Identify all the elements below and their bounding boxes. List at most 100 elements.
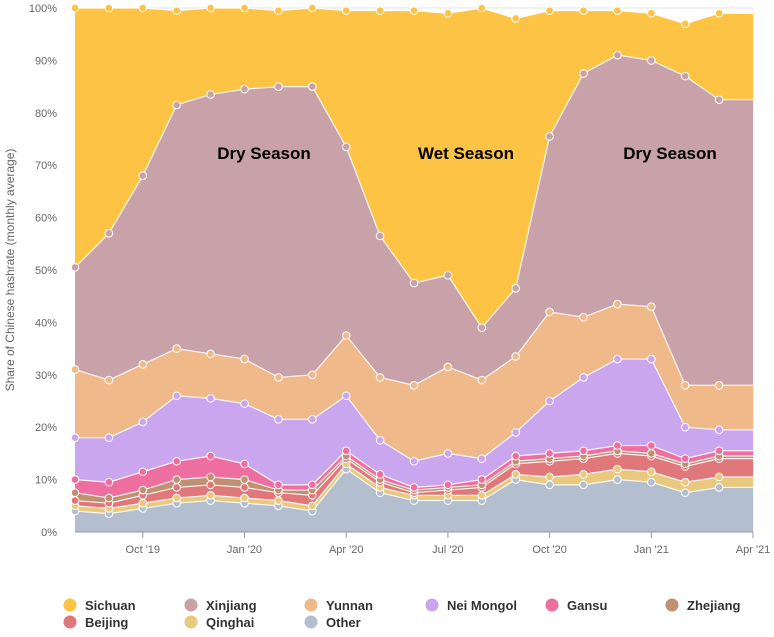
marker-other[interactable] [579,480,588,490]
marker-sichuan[interactable] [545,6,554,15]
marker-nei-mongol[interactable] [409,456,419,466]
marker-xinjiang[interactable] [138,171,148,180]
marker-other[interactable] [714,483,724,492]
marker-gansu[interactable] [206,451,215,461]
marker-sichuan[interactable] [409,6,419,15]
marker-xinjiang[interactable] [443,270,453,280]
marker-sichuan[interactable] [579,6,588,15]
marker-nei-mongol[interactable] [545,396,554,406]
marker-yunnan[interactable] [341,331,351,340]
marker-sichuan[interactable] [138,3,148,13]
legend-label-xinjiang[interactable]: Xinjiang [206,598,257,613]
marker-yunnan[interactable] [477,375,487,385]
marker-yunnan[interactable] [70,365,80,374]
marker-nei-mongol[interactable] [511,428,521,437]
legend-label-gansu[interactable]: Gansu [567,598,608,613]
marker-gansu[interactable] [680,454,690,463]
marker-gansu[interactable] [308,480,317,490]
marker-xinjiang[interactable] [274,82,283,91]
marker-beijing[interactable] [70,496,80,505]
marker-qinghai[interactable] [613,464,622,474]
marker-gansu[interactable] [511,451,521,461]
marker-nei-mongol[interactable] [579,373,588,382]
marker-sichuan[interactable] [240,3,249,13]
marker-sichuan[interactable] [647,8,656,18]
marker-sichuan[interactable] [206,3,215,13]
marker-xinjiang[interactable] [579,69,588,78]
marker-gansu[interactable] [341,446,351,456]
marker-gansu[interactable] [409,483,419,492]
marker-qinghai[interactable] [274,496,283,505]
marker-gansu[interactable] [70,475,80,484]
marker-yunnan[interactable] [579,312,588,322]
legend-label-other[interactable]: Other [326,615,361,630]
marker-gansu[interactable] [545,449,554,458]
marker-yunnan[interactable] [375,373,385,382]
marker-xinjiang[interactable] [545,132,554,141]
marker-qinghai[interactable] [206,491,215,500]
marker-gansu[interactable] [104,477,114,487]
marker-nei-mongol[interactable] [375,436,385,445]
marker-xinjiang[interactable] [375,231,385,241]
marker-gansu[interactable] [579,446,588,456]
marker-other[interactable] [545,480,554,490]
marker-qinghai[interactable] [714,472,724,482]
marker-yunnan[interactable] [511,352,521,361]
marker-qinghai[interactable] [138,498,148,508]
marker-nei-mongol[interactable] [274,415,283,424]
marker-yunnan[interactable] [240,354,249,364]
marker-yunnan[interactable] [613,299,622,309]
marker-sichuan[interactable] [274,6,283,15]
marker-nei-mongol[interactable] [477,454,487,463]
marker-sichuan[interactable] [70,3,80,13]
marker-yunnan[interactable] [138,360,148,369]
marker-zhejiang[interactable] [240,475,249,484]
marker-zhejiang[interactable] [647,449,656,458]
marker-qinghai[interactable] [240,493,249,503]
marker-sichuan[interactable] [375,6,385,15]
legend-label-beijing[interactable]: Beijing [85,615,128,630]
marker-nei-mongol[interactable] [443,449,453,458]
marker-nei-mongol[interactable] [308,415,317,424]
marker-qinghai[interactable] [545,472,554,482]
marker-gansu[interactable] [647,441,656,450]
marker-nei-mongol[interactable] [206,394,215,403]
marker-gansu[interactable] [613,441,622,450]
marker-gansu[interactable] [138,467,148,477]
marker-yunnan[interactable] [647,302,656,311]
marker-yunnan[interactable] [545,307,554,317]
marker-yunnan[interactable] [206,349,215,359]
marker-yunnan[interactable] [443,362,453,372]
marker-xinjiang[interactable] [680,71,690,81]
marker-gansu[interactable] [443,480,453,490]
marker-nei-mongol[interactable] [70,433,80,442]
marker-yunnan[interactable] [308,370,317,380]
marker-qinghai[interactable] [477,491,487,500]
marker-zhejiang[interactable] [70,488,80,498]
legend-label-zhejiang[interactable]: Zhejiang [687,598,741,613]
legend-label-nei-mongol[interactable]: Nei Mongol [447,598,517,613]
marker-qinghai[interactable] [511,470,521,479]
marker-xinjiang[interactable] [240,84,249,94]
marker-zhejiang[interactable] [206,472,215,482]
marker-yunnan[interactable] [172,344,181,353]
marker-sichuan[interactable] [308,3,317,13]
marker-yunnan[interactable] [409,380,419,390]
marker-nei-mongol[interactable] [172,391,181,401]
legend-label-yunnan[interactable]: Yunnan [326,598,373,613]
marker-yunnan[interactable] [104,375,114,385]
marker-xinjiang[interactable] [647,56,656,65]
marker-nei-mongol[interactable] [680,422,690,432]
marker-gansu[interactable] [274,480,283,490]
marker-xinjiang[interactable] [104,229,114,238]
marker-zhejiang[interactable] [138,485,148,495]
marker-sichuan[interactable] [714,8,724,18]
marker-qinghai[interactable] [172,493,181,503]
marker-sichuan[interactable] [613,6,622,15]
marker-xinjiang[interactable] [477,323,487,332]
marker-sichuan[interactable] [104,3,114,13]
marker-zhejiang[interactable] [172,475,181,484]
legend-label-qinghai[interactable]: Qinghai [206,615,254,630]
marker-nei-mongol[interactable] [341,391,351,401]
marker-sichuan[interactable] [680,19,690,29]
